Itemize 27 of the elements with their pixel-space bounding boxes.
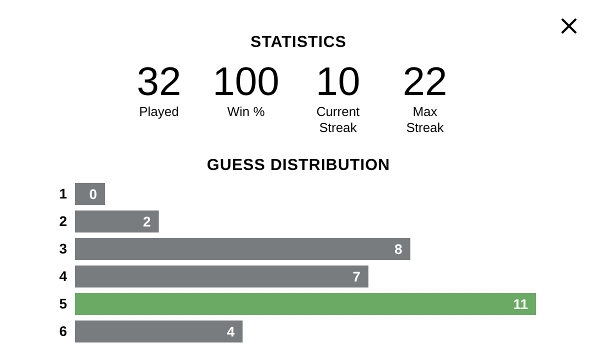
data-label: 10 bbox=[314, 60, 362, 104]
bar bbox=[75, 266, 368, 288]
y-tick-label: 4 bbox=[59, 268, 68, 284]
y-tick-label: 3 bbox=[59, 240, 68, 257]
bar bbox=[75, 238, 410, 260]
data-label: 4 bbox=[226, 324, 235, 340]
category-label: Max Streak bbox=[405, 104, 445, 136]
data-label: 22 bbox=[402, 60, 448, 104]
data-label: 7 bbox=[352, 268, 361, 284]
bar bbox=[75, 320, 243, 342]
text: STATISTICS bbox=[250, 34, 348, 52]
bar bbox=[75, 293, 536, 315]
data-label: 32 bbox=[136, 60, 182, 104]
y-tick-label: 5 bbox=[59, 296, 68, 312]
y-tick-label: 2 bbox=[59, 213, 68, 230]
data-label: 11 bbox=[513, 296, 528, 312]
bar bbox=[75, 210, 159, 232]
category-label: Played bbox=[138, 104, 180, 120]
data-label: 0 bbox=[89, 186, 98, 202]
data-label: 100 bbox=[212, 60, 280, 104]
data-label: 2 bbox=[143, 214, 152, 230]
y-tick-label: 1 bbox=[59, 186, 68, 202]
chart-title: GUESS DISTRIBUTION bbox=[206, 157, 392, 175]
y-tick-label: 6 bbox=[59, 323, 68, 340]
data-label: 8 bbox=[394, 241, 402, 257]
category-label: Win % bbox=[226, 104, 266, 120]
category-label: Current Streak bbox=[315, 104, 361, 136]
